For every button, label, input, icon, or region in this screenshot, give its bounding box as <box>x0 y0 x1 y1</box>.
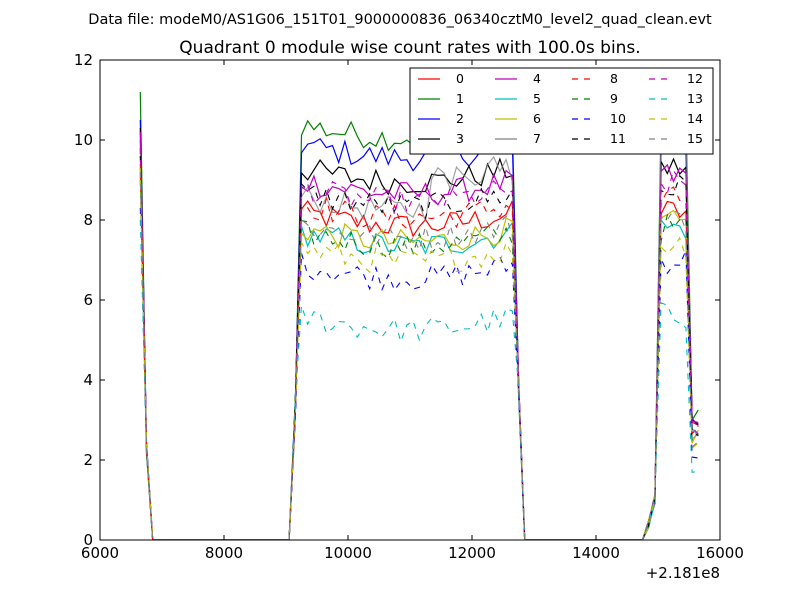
legend-label-14: 14 <box>687 111 703 126</box>
chart-title: Quadrant 0 module wise count rates with … <box>179 38 640 58</box>
series-line-12 <box>139 147 699 540</box>
legend-label-9: 9 <box>610 91 618 106</box>
legend-label-5: 5 <box>533 91 541 106</box>
x-offset-label: +2.181e8 <box>646 564 720 582</box>
legend-box <box>409 67 714 155</box>
y-tick-label: 4 <box>83 371 93 389</box>
legend-label-4: 4 <box>533 71 541 86</box>
y-tick-label: 12 <box>74 51 93 69</box>
legend-label-8: 8 <box>610 71 618 86</box>
series-layer <box>139 91 699 540</box>
legend-label-0: 0 <box>456 71 464 86</box>
series-line-3 <box>139 127 699 540</box>
legend-label-10: 10 <box>610 111 626 126</box>
series-line-11 <box>139 155 699 540</box>
legend-label-3: 3 <box>456 131 464 146</box>
legend-label-6: 6 <box>533 111 541 126</box>
x-tick-label: 8000 <box>205 544 243 562</box>
series-line-7 <box>139 124 699 540</box>
legend-label-11: 11 <box>610 131 626 146</box>
legend-label-2: 2 <box>456 111 464 126</box>
x-tick-label: 10000 <box>324 544 372 562</box>
series-line-0 <box>139 139 699 540</box>
series-line-9 <box>139 179 699 540</box>
series-line-10 <box>139 207 699 540</box>
x-tick-label: 6000 <box>81 544 119 562</box>
suptitle: Data file: modeM0/AS1G06_151T01_90000008… <box>88 12 712 28</box>
series-line-5 <box>139 171 699 540</box>
y-tick-label: 8 <box>83 211 93 229</box>
y-tick-label: 0 <box>83 531 93 549</box>
series-line-13 <box>139 219 699 540</box>
series-line-6 <box>139 167 699 540</box>
y-tick-label: 6 <box>83 291 93 309</box>
series-line-2 <box>139 119 699 540</box>
legend-label-12: 12 <box>687 71 703 86</box>
legend-label-7: 7 <box>533 131 541 146</box>
legend-label-1: 1 <box>456 91 464 106</box>
series-line-8 <box>139 163 699 540</box>
y-tick-label: 10 <box>74 131 93 149</box>
legend-label-13: 13 <box>687 91 703 106</box>
x-tick-label: 14000 <box>572 544 620 562</box>
legend-label-15: 15 <box>687 131 703 146</box>
series-line-4 <box>139 131 699 540</box>
y-tick-label: 2 <box>83 451 93 469</box>
x-tick-label: 16000 <box>696 544 744 562</box>
x-tick-label: 12000 <box>448 544 496 562</box>
